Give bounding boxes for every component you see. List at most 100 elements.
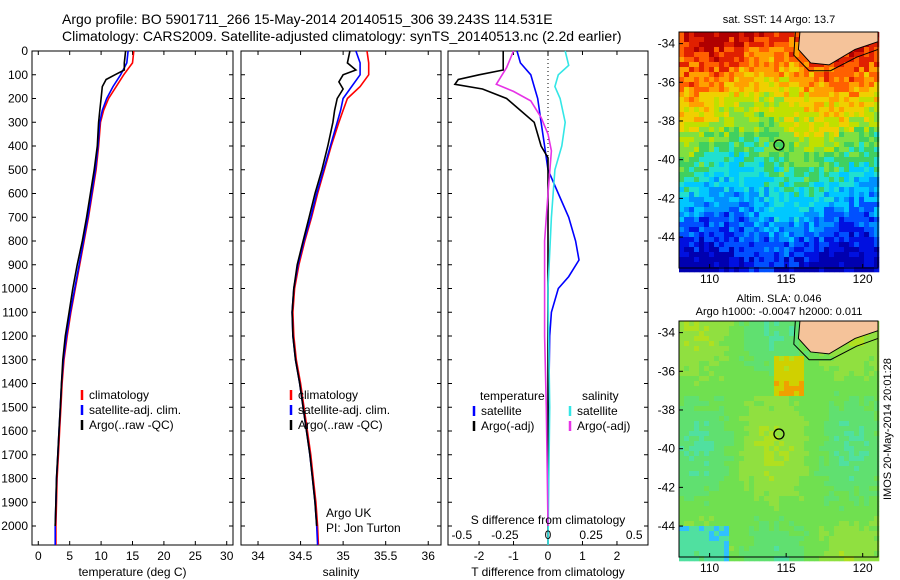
map-cell (704, 202, 710, 208)
map-cell (749, 142, 755, 148)
map-cell (684, 247, 690, 253)
map-cell (744, 446, 750, 452)
map-cell (709, 536, 715, 542)
map-cell (844, 551, 850, 557)
map-cell (809, 376, 815, 382)
map-cell (814, 117, 820, 123)
map-cell (779, 326, 785, 332)
map-cell (779, 32, 785, 38)
map-cell (724, 351, 730, 357)
map-cell (824, 446, 830, 452)
map-cell (854, 536, 860, 542)
map-cell (854, 197, 860, 203)
map-cell (869, 52, 875, 58)
map-cell (769, 252, 775, 258)
map-cell (829, 436, 835, 442)
map-cell (724, 496, 730, 502)
map-cell (754, 247, 760, 253)
map-cell (799, 57, 805, 63)
map-cell (804, 406, 810, 412)
map-cell (704, 331, 710, 337)
map-cell (744, 227, 750, 233)
map-cell (829, 541, 835, 547)
map-cell (814, 421, 820, 427)
map-cell (734, 491, 740, 497)
map-cell (689, 32, 695, 38)
map-cell (759, 471, 765, 477)
map-cell (729, 252, 735, 258)
map-cell (854, 162, 860, 168)
map-cell (689, 47, 695, 53)
map-cell (754, 37, 760, 43)
map-cell (809, 107, 815, 113)
map-cell (819, 127, 825, 133)
map-cell (824, 157, 830, 163)
map-cell (789, 501, 795, 507)
map-cell (684, 436, 690, 442)
map-cell (829, 187, 835, 193)
map-cell (839, 92, 845, 98)
map-cell (809, 441, 815, 447)
map-cell (754, 321, 760, 327)
map-cell (774, 336, 780, 342)
map-cell (799, 386, 805, 392)
map-cell (714, 501, 720, 507)
map-cell (769, 217, 775, 223)
map-cell (859, 252, 865, 258)
map-cell (814, 381, 820, 387)
map-cell (819, 496, 825, 502)
map-cell (734, 371, 740, 377)
map-cell (739, 237, 745, 243)
map-cell (874, 506, 880, 512)
map-cell (794, 102, 800, 108)
map-cell (689, 336, 695, 342)
map-cell (804, 237, 810, 243)
map-cell (709, 97, 715, 103)
map-cell (869, 396, 875, 402)
map-cell (859, 461, 865, 467)
map-cell (864, 446, 870, 452)
map-cell (794, 336, 800, 342)
map-cell (699, 466, 705, 472)
map-cell (769, 501, 775, 507)
map-cell (764, 67, 770, 73)
map-cell (834, 237, 840, 243)
map-cell (689, 356, 695, 362)
map-cell (779, 501, 785, 507)
map-cell (819, 107, 825, 113)
map-cell (854, 386, 860, 392)
map-cell (859, 376, 865, 382)
map-cell (849, 431, 855, 437)
map-cell (769, 87, 775, 93)
map-cell (734, 386, 740, 392)
map-cell (759, 142, 765, 148)
map-cell (774, 242, 780, 248)
map-cell (679, 501, 685, 507)
map-cell (724, 456, 730, 462)
map-cell (864, 421, 870, 427)
map-cell (834, 491, 840, 497)
map-cell (869, 456, 875, 462)
map-cell (869, 252, 875, 258)
map-cell (679, 451, 685, 457)
map-cell (754, 72, 760, 78)
map-cell (864, 456, 870, 462)
map-cell (754, 476, 760, 482)
map-cell (704, 326, 710, 332)
map-cell (789, 396, 795, 402)
map-cell (789, 341, 795, 347)
map-cell (709, 511, 715, 517)
map-cell (704, 92, 710, 98)
map-cell (729, 232, 735, 238)
map-cell (754, 376, 760, 382)
map-cell (834, 67, 840, 73)
map-cell (779, 356, 785, 362)
map-cell (694, 386, 700, 392)
map-cell (829, 446, 835, 452)
map-cell (679, 267, 685, 273)
map-cell (804, 262, 810, 268)
map-cell (839, 471, 845, 477)
map-cell (779, 122, 785, 128)
map-cell (784, 546, 790, 552)
